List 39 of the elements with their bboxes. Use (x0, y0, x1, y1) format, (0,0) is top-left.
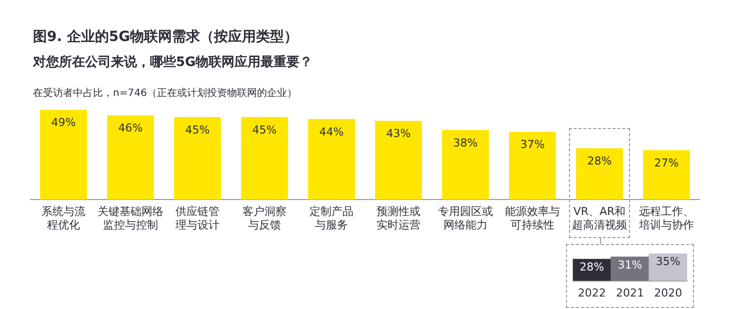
bar (40, 110, 87, 200)
data-label: 38% (453, 136, 478, 150)
x-tick-label: 2021 (616, 286, 644, 300)
data-label: 37% (520, 138, 545, 152)
x-tick-label: 专用园区或网络能力 (438, 205, 493, 232)
x-tick-label: VR、AR和超高清视频 (572, 205, 627, 232)
data-label: 45% (252, 124, 277, 137)
x-tick-label: 定制产品与服务 (310, 205, 354, 232)
x-tick-label: 能源效率与可持续性 (505, 205, 560, 232)
data-label: 28% (587, 154, 612, 168)
bar (308, 118, 355, 200)
chart-title: 图9. 企业的5G物联网需求（按应用类型） (33, 28, 298, 46)
x-tick-label: 客户洞察与反馈 (242, 205, 286, 232)
bar (442, 130, 489, 200)
bar (576, 148, 623, 200)
bar (107, 115, 154, 200)
x-tick-label: 预测性或实时运营 (376, 205, 420, 232)
data-label: 43% (386, 127, 411, 140)
bar (375, 120, 422, 200)
bar (174, 117, 221, 200)
data-label: 44% (319, 125, 344, 138)
data-label: 31% (618, 258, 642, 272)
x-tick-label: 关键基础网络监控与控制 (98, 205, 164, 232)
data-label: 45% (185, 124, 210, 137)
x-tick-label: 2020 (654, 286, 682, 300)
bar (643, 150, 690, 200)
bar (241, 117, 288, 200)
data-label: 28% (580, 260, 604, 274)
x-tick-label: 供应链管理与设计 (176, 205, 220, 232)
data-label: 46% (118, 122, 143, 135)
x-tick-label: 远程工作、培训与协作 (638, 205, 694, 232)
x-tick-label: 2022 (578, 286, 606, 300)
data-label: 27% (654, 156, 679, 170)
data-label: 35% (656, 255, 680, 268)
x-tick-label: 系统与流程优化 (42, 205, 86, 232)
bar (509, 132, 556, 200)
text: 在受访者中占比，n=746（正在或计划投资物联网的企业） (33, 86, 297, 100)
data-label: 49% (51, 116, 76, 130)
chart-subtitle: 对您所在公司来说，哪些5G物联网应用最重要？ (33, 54, 313, 71)
